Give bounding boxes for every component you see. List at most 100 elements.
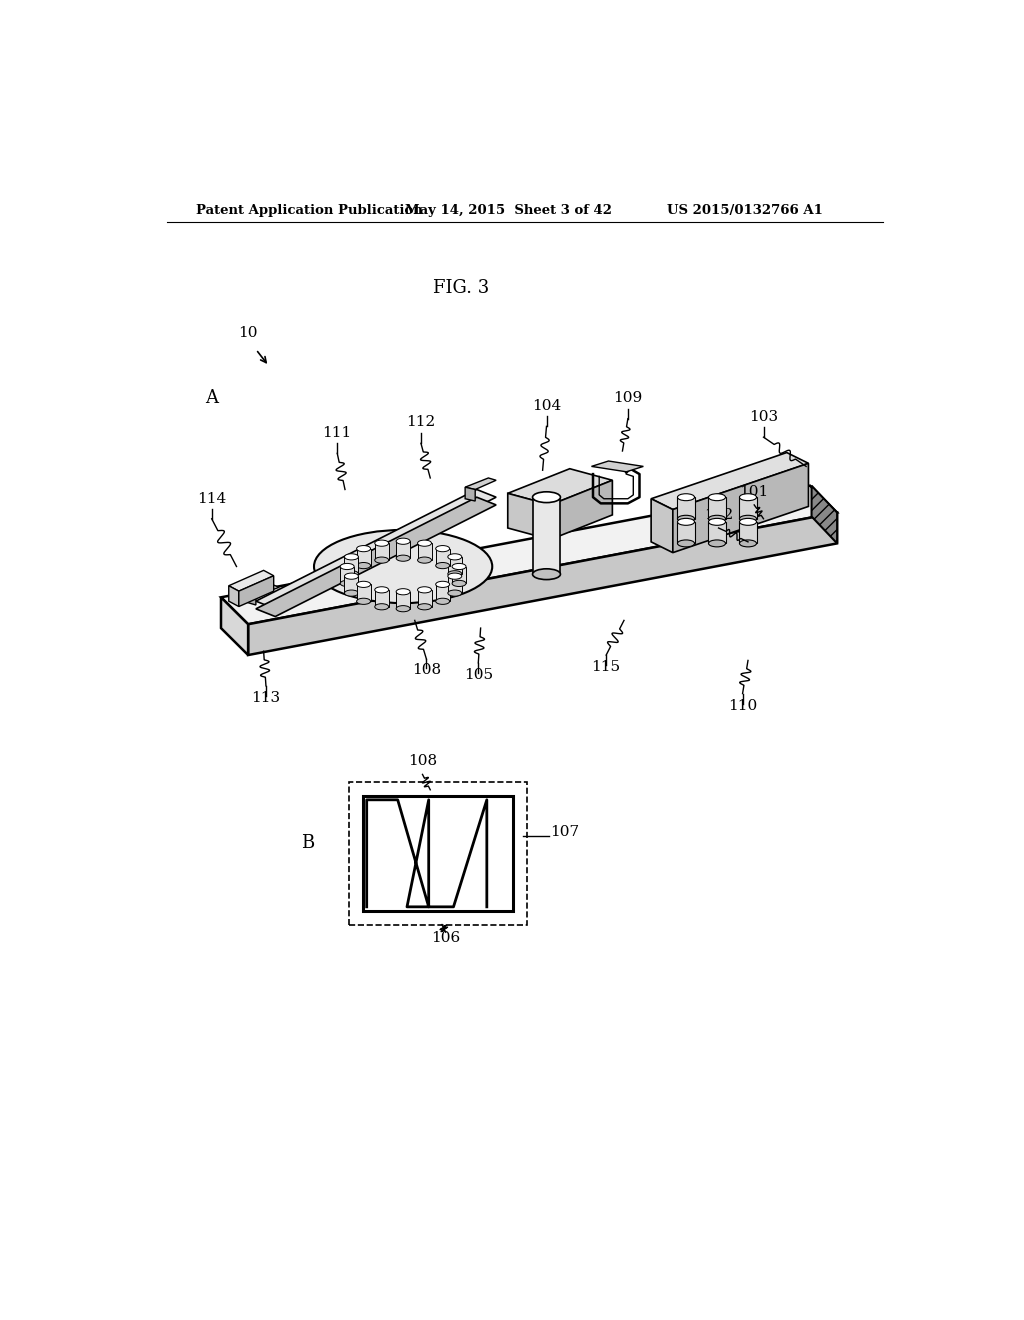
Text: 103: 103 [749, 411, 778, 424]
Polygon shape [248, 512, 838, 655]
Bar [356, 549, 371, 565]
Polygon shape [550, 480, 612, 540]
Ellipse shape [344, 554, 358, 560]
Text: 112: 112 [407, 416, 435, 429]
Polygon shape [256, 498, 496, 616]
Text: 108: 108 [408, 754, 437, 768]
Ellipse shape [739, 540, 757, 546]
Bar [739, 498, 757, 519]
Text: 108: 108 [412, 664, 441, 677]
Bar [418, 543, 431, 560]
Polygon shape [673, 463, 809, 553]
Bar [349, 781, 527, 924]
Text: 114: 114 [197, 491, 226, 506]
Ellipse shape [435, 581, 450, 587]
Bar [447, 576, 462, 593]
Ellipse shape [447, 570, 462, 577]
Ellipse shape [356, 598, 371, 605]
Bar [344, 576, 358, 593]
Ellipse shape [435, 545, 450, 552]
Ellipse shape [447, 590, 462, 597]
Ellipse shape [375, 540, 389, 546]
Ellipse shape [314, 529, 493, 603]
Ellipse shape [344, 573, 358, 579]
Bar [678, 498, 694, 519]
Polygon shape [228, 586, 239, 607]
Ellipse shape [678, 515, 694, 523]
Ellipse shape [709, 515, 726, 523]
Ellipse shape [678, 519, 694, 525]
Ellipse shape [447, 554, 462, 560]
Ellipse shape [340, 564, 354, 570]
Polygon shape [239, 576, 273, 607]
Bar [362, 796, 513, 911]
Ellipse shape [418, 557, 431, 564]
Text: 105: 105 [464, 668, 493, 682]
Bar [678, 521, 694, 544]
Ellipse shape [356, 581, 371, 587]
Ellipse shape [396, 606, 410, 611]
Bar [709, 498, 726, 519]
Polygon shape [508, 494, 550, 540]
Ellipse shape [709, 494, 726, 500]
Bar [375, 543, 389, 560]
Text: A: A [205, 389, 218, 408]
Ellipse shape [375, 557, 389, 564]
Text: 10: 10 [239, 326, 258, 341]
Text: 113: 113 [251, 692, 281, 705]
Bar [532, 498, 560, 574]
Ellipse shape [356, 562, 371, 569]
Polygon shape [812, 486, 838, 544]
Bar [447, 557, 462, 574]
Bar [452, 566, 466, 583]
Text: May 14, 2015  Sheet 3 of 42: May 14, 2015 Sheet 3 of 42 [406, 205, 612, 218]
Ellipse shape [532, 569, 560, 579]
Bar [435, 549, 450, 565]
Text: 111: 111 [323, 426, 352, 440]
Ellipse shape [709, 540, 726, 546]
Ellipse shape [678, 494, 694, 500]
Ellipse shape [418, 603, 431, 610]
Polygon shape [465, 487, 475, 502]
Polygon shape [651, 453, 809, 510]
Bar [396, 541, 410, 558]
Ellipse shape [396, 589, 410, 595]
Ellipse shape [709, 519, 726, 525]
Bar [344, 557, 358, 574]
Text: FIG. 3: FIG. 3 [433, 279, 489, 297]
Bar [396, 591, 410, 609]
Polygon shape [248, 594, 256, 605]
Bar [356, 585, 371, 602]
Ellipse shape [418, 587, 431, 593]
Bar [375, 590, 389, 607]
Bar [435, 585, 450, 602]
Ellipse shape [739, 494, 757, 500]
Text: B: B [301, 833, 314, 851]
Ellipse shape [356, 545, 371, 552]
Polygon shape [651, 499, 673, 553]
Bar [340, 566, 354, 583]
Ellipse shape [739, 515, 757, 523]
Polygon shape [228, 570, 273, 591]
Ellipse shape [447, 573, 462, 579]
Ellipse shape [452, 564, 466, 570]
Bar [418, 590, 431, 607]
Ellipse shape [396, 556, 410, 561]
Ellipse shape [532, 492, 560, 503]
Ellipse shape [375, 603, 389, 610]
Text: 101: 101 [739, 484, 769, 499]
Ellipse shape [739, 519, 757, 525]
Polygon shape [508, 469, 612, 506]
Ellipse shape [435, 598, 450, 605]
Polygon shape [592, 461, 643, 471]
Polygon shape [465, 478, 496, 490]
Ellipse shape [418, 540, 431, 546]
Ellipse shape [435, 562, 450, 569]
Ellipse shape [678, 540, 694, 546]
Text: 110: 110 [728, 698, 757, 713]
Bar [709, 521, 726, 544]
Text: Patent Application Publication: Patent Application Publication [197, 205, 423, 218]
Ellipse shape [452, 581, 466, 586]
Text: 106: 106 [431, 932, 461, 945]
Text: 115: 115 [592, 660, 621, 675]
